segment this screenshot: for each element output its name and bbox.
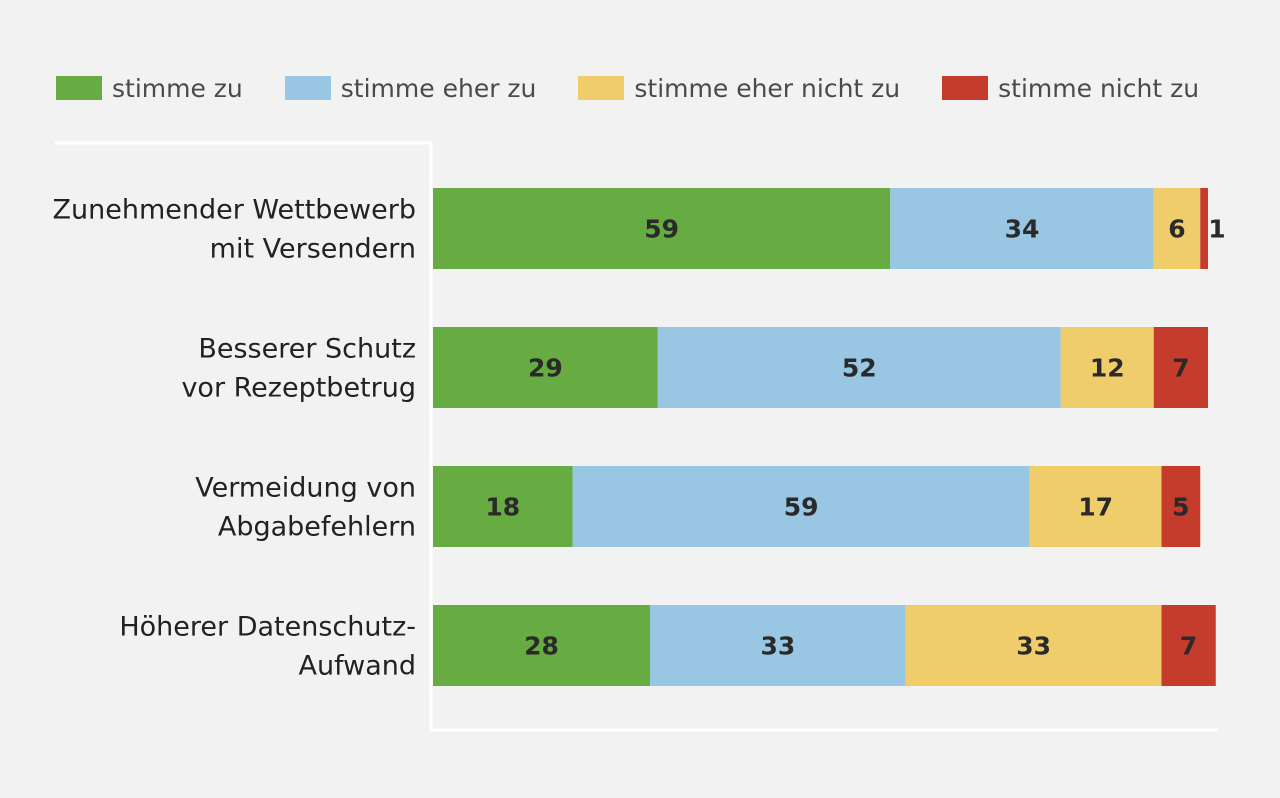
bar-segment [1153, 327, 1208, 408]
bar-segment [572, 466, 1030, 547]
value-label: 18 [485, 493, 520, 522]
bar-segment [433, 466, 573, 547]
value-label: 6 [1168, 215, 1185, 244]
category-label-line: Besserer Schutz [198, 334, 416, 365]
legend-swatch [578, 76, 625, 100]
bar-segment [433, 188, 891, 269]
legend-item: stimme zu [56, 74, 243, 103]
bar-segment [1029, 466, 1162, 547]
value-label: 28 [524, 632, 559, 661]
legend-item: stimme nicht zu [942, 74, 1199, 103]
bar-segment [1161, 605, 1216, 686]
value-label: 29 [528, 354, 563, 383]
bar-segment [433, 605, 650, 686]
bar-segment [1161, 466, 1201, 547]
legend-swatch [942, 76, 989, 100]
category-label-line: Abgabefehlern [218, 512, 416, 543]
legend-swatch [284, 76, 331, 100]
legend-label: stimme eher nicht zu [634, 73, 901, 103]
category-label: Besserer Schutz vor Rezeptbetrug [181, 334, 416, 404]
bar-segment [905, 605, 1162, 686]
category-label-line: Vermeidung von [195, 473, 416, 504]
legend: stimme zu stimme eher zu stimme eher nicht… [56, 68, 1241, 108]
value-label: 59 [784, 493, 819, 522]
bar-segment [657, 327, 1061, 408]
value-label: 7 [1180, 632, 1197, 661]
legend-label: stimme nicht zu [998, 73, 1200, 103]
category-label-line: Aufwand [299, 651, 417, 682]
bar-segment [1153, 188, 1201, 269]
category-label-line: mit Versendern [210, 234, 416, 265]
legend-label: stimme zu [112, 73, 243, 103]
category-label: Zunehmender Wettbewerb mit Versendern [53, 195, 417, 265]
legend-item: stimme eher zu [284, 73, 537, 103]
value-label: 12 [1090, 354, 1125, 383]
value-label: 52 [842, 354, 877, 383]
value-label: 33 [760, 632, 795, 661]
category-label: Vermeidung von Abgabefehlern [195, 473, 416, 543]
legend-label: stimme eher zu [340, 73, 537, 103]
legend-item: stimme eher nicht zu [578, 74, 900, 103]
category-label-line: vor Rezeptbetrug [181, 373, 416, 404]
category-label: Höherer Datenschutz- Aufwand [119, 612, 416, 682]
category-label-line: Höherer Datenschutz- [119, 612, 416, 643]
value-label: 34 [1005, 215, 1040, 244]
legend-swatch [56, 76, 102, 100]
bar-segment [1060, 327, 1154, 408]
value-label: 7 [1172, 354, 1189, 383]
bar-segment [433, 327, 658, 408]
value-label: 1 [1208, 215, 1225, 244]
category-label-line: Zunehmender Wettbewerb [53, 195, 417, 226]
value-label: 59 [644, 215, 679, 244]
bar-segment [650, 605, 906, 686]
value-label: 33 [1016, 632, 1051, 661]
bar-segment [1200, 188, 1208, 269]
value-label: 17 [1078, 493, 1113, 522]
bar-segment [890, 188, 1154, 269]
value-label: 5 [1172, 493, 1189, 522]
